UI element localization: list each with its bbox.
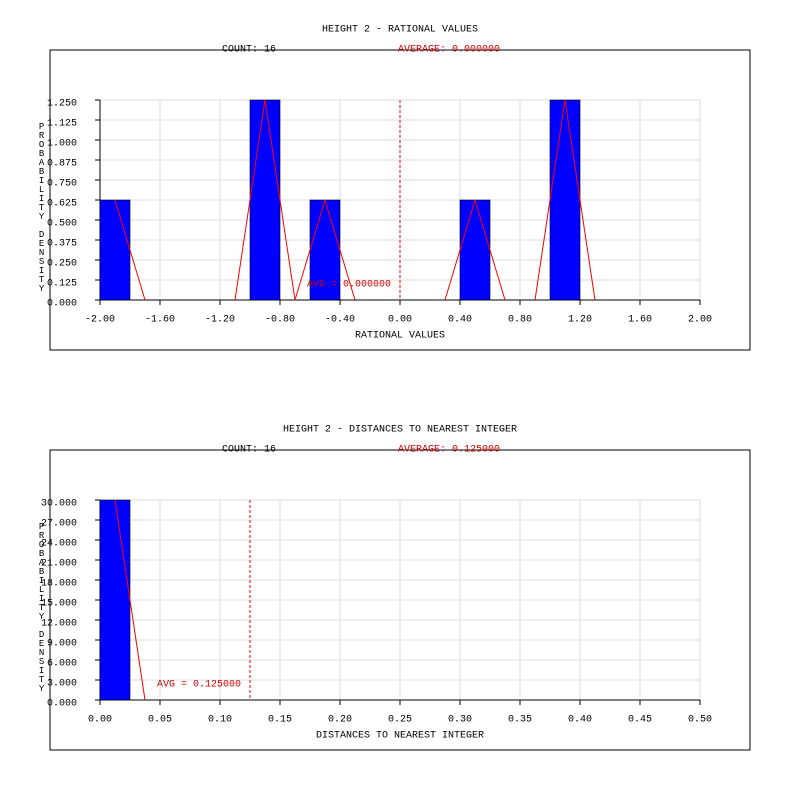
x-tick-label: 0.15 bbox=[268, 715, 292, 726]
y-tick-label: 0.000 bbox=[47, 299, 77, 310]
y-tick-label: 0.000 bbox=[47, 699, 77, 710]
y-tick-label: 12.000 bbox=[41, 619, 77, 630]
polygon-segment bbox=[114, 199, 146, 301]
y-tick-label: 0.625 bbox=[47, 199, 77, 210]
y-axis-label: PROBABILITY DENSITY bbox=[37, 522, 47, 693]
chart-title: HEIGHT 2 - RATIONAL VALUES bbox=[322, 25, 478, 36]
x-tick-label: 1.20 bbox=[568, 315, 592, 326]
polygon-segment bbox=[444, 199, 476, 301]
x-tick-label: 0.40 bbox=[568, 715, 592, 726]
y-tick-label: 0.500 bbox=[47, 219, 77, 230]
y-tick-label: 0.875 bbox=[47, 159, 77, 170]
count-label: COUNT: 16 bbox=[222, 45, 276, 56]
x-tick-label: 0.00 bbox=[388, 315, 412, 326]
polygon-segment bbox=[474, 199, 506, 301]
polygon-segment bbox=[264, 99, 296, 301]
bar bbox=[99, 499, 131, 701]
frame bbox=[49, 449, 751, 751]
polygon-segment bbox=[114, 499, 146, 701]
y-tick-label: 1.000 bbox=[47, 139, 77, 150]
x-tick-label: 0.25 bbox=[388, 715, 412, 726]
x-tick-label: 0.00 bbox=[88, 715, 112, 726]
y-tick-label: 30.000 bbox=[41, 499, 77, 510]
avg-annotation: AVG = 0.125000 bbox=[157, 680, 241, 691]
y-axis-label: PROBABILITY DENSITY bbox=[37, 122, 47, 293]
x-tick-label: -1.60 bbox=[145, 315, 175, 326]
bar bbox=[549, 99, 581, 301]
x-tick-label: 0.45 bbox=[628, 715, 652, 726]
y-tick-label: 1.250 bbox=[47, 99, 77, 110]
x-tick-label: 0.05 bbox=[148, 715, 172, 726]
y-tick-label: 21.000 bbox=[41, 559, 77, 570]
y-tick-label: 27.000 bbox=[41, 519, 77, 530]
average-label: AVERAGE: 0.125000 bbox=[398, 445, 500, 456]
x-tick-label: 0.50 bbox=[688, 715, 712, 726]
count-label: COUNT: 16 bbox=[222, 445, 276, 456]
x-axis-label: DISTANCES TO NEAREST INTEGER bbox=[316, 731, 484, 742]
x-tick-label: 0.35 bbox=[508, 715, 532, 726]
y-tick-label: 1.125 bbox=[47, 119, 77, 130]
polygon-segment bbox=[234, 99, 266, 301]
x-tick-label: 0.40 bbox=[448, 315, 472, 326]
y-tick-label: 0.125 bbox=[47, 279, 77, 290]
x-tick-label: 0.30 bbox=[448, 715, 472, 726]
bar bbox=[249, 99, 281, 301]
bar bbox=[99, 199, 131, 301]
y-tick-label: 6.000 bbox=[47, 659, 77, 670]
x-tick-label: -0.40 bbox=[325, 315, 355, 326]
x-tick-label: 0.80 bbox=[508, 315, 532, 326]
x-tick-label: 1.60 bbox=[628, 315, 652, 326]
y-tick-label: 0.375 bbox=[47, 239, 77, 250]
y-tick-label: 18.000 bbox=[41, 579, 77, 590]
frame bbox=[49, 49, 751, 351]
x-tick-label: -0.80 bbox=[265, 315, 295, 326]
y-tick-label: 15.000 bbox=[41, 599, 77, 610]
x-tick-label: 0.10 bbox=[208, 715, 232, 726]
x-tick-label: -1.20 bbox=[205, 315, 235, 326]
y-tick-label: 24.000 bbox=[41, 539, 77, 550]
average-label: AVERAGE: 0.000000 bbox=[398, 45, 500, 56]
chart-title: HEIGHT 2 - DISTANCES TO NEAREST INTEGER bbox=[283, 425, 517, 436]
y-tick-label: 0.750 bbox=[47, 179, 77, 190]
polygon-segment bbox=[294, 199, 326, 301]
y-tick-label: 0.250 bbox=[47, 259, 77, 270]
polygon-segment bbox=[564, 99, 596, 301]
avg-annotation: AVG = 0.000000 bbox=[307, 280, 391, 291]
x-tick-label: -2.00 bbox=[85, 315, 115, 326]
bar bbox=[459, 199, 491, 301]
y-tick-label: 9.000 bbox=[47, 639, 77, 650]
polygon-segment bbox=[324, 199, 356, 301]
x-tick-label: 0.20 bbox=[328, 715, 352, 726]
x-axis-label: RATIONAL VALUES bbox=[355, 331, 445, 342]
y-tick-label: 3.000 bbox=[47, 679, 77, 690]
x-tick-label: 2.00 bbox=[688, 315, 712, 326]
polygon-segment bbox=[534, 99, 566, 301]
